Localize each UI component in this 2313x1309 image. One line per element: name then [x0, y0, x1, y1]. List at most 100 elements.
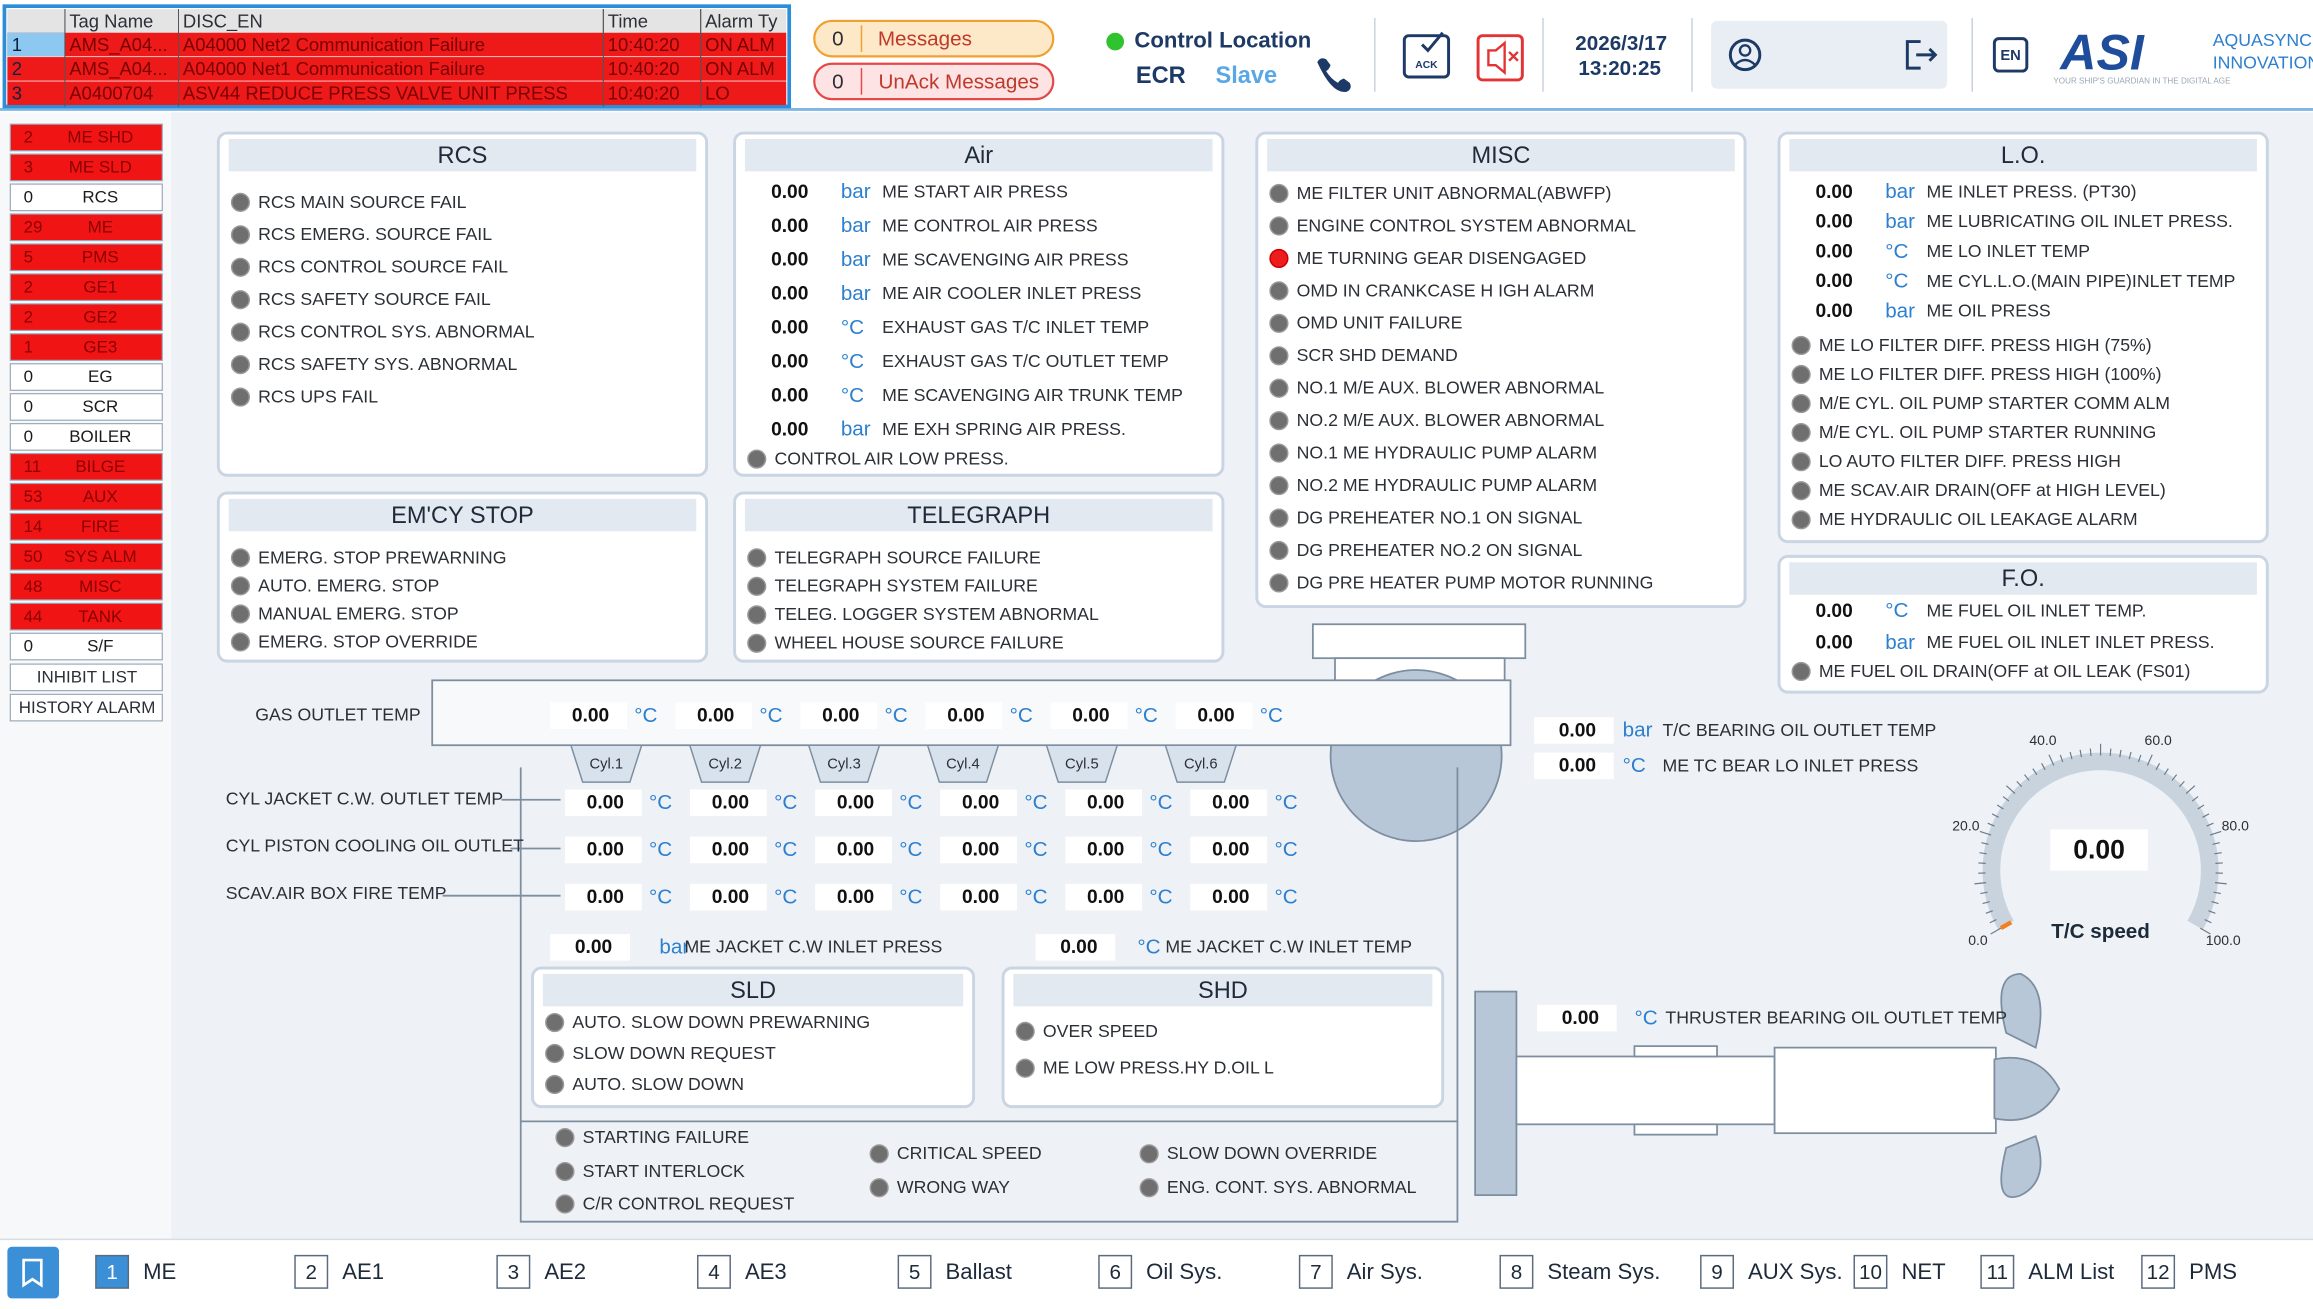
cylinder — [1164, 744, 1238, 783]
table-header-cell: Alarm Ty — [705, 10, 778, 31]
indicator-label: RCS EMERG. SOURCE FAIL — [258, 224, 492, 244]
gauge-minor-tick — [1987, 822, 1995, 827]
reading-label: ME CYL.L.O.(MAIN PIPE)INLET TEMP — [1927, 271, 2236, 291]
tab-number-box[interactable] — [1700, 1254, 1735, 1289]
tab-number-box[interactable] — [95, 1254, 130, 1289]
panel-title: F.O. — [2002, 566, 2045, 592]
footer-icon[interactable] — [7, 1246, 60, 1299]
group-count: 29 — [24, 218, 43, 237]
language-icon[interactable] — [1992, 37, 2029, 73]
alarm-group[interactable] — [9, 363, 163, 391]
panel-header — [1267, 138, 1735, 172]
alarm-group[interactable] — [9, 243, 163, 272]
value-box — [564, 883, 642, 911]
gauge-minor-tick — [2016, 780, 2023, 788]
value-box — [1793, 268, 1871, 295]
value: 0.00 — [962, 793, 999, 814]
alarm-group[interactable] — [9, 123, 163, 152]
alarm-group[interactable] — [9, 183, 163, 212]
alarm-group[interactable] — [9, 452, 163, 481]
alarm-group[interactable] — [9, 273, 163, 302]
unit: °C — [1135, 704, 1158, 727]
unit: °C — [1885, 599, 1908, 622]
gauge-minor-tick — [1980, 891, 1988, 895]
value: 0.00 — [771, 318, 808, 339]
gauge-minor-tick — [2197, 804, 2205, 810]
gauge-minor-tick — [2024, 774, 2030, 781]
alarm-group[interactable] — [9, 303, 163, 332]
reading-label: EXHAUST GAS T/C INLET TEMP — [882, 317, 1149, 337]
unit: bar — [841, 418, 871, 441]
status-lamp — [1139, 1178, 1159, 1198]
indicator-label: RCS SAFETY SOURCE FAIL — [258, 289, 491, 309]
unit: °C — [649, 838, 672, 861]
alarm-group[interactable] — [9, 423, 163, 451]
unit: °C — [899, 838, 922, 861]
message-pill[interactable] — [813, 19, 1055, 58]
ack-button[interactable] — [1402, 31, 1451, 79]
value-box — [749, 314, 827, 342]
tab-number-box[interactable] — [2141, 1254, 2176, 1289]
value: 0.00 — [771, 351, 808, 372]
tab-number-box[interactable] — [496, 1254, 531, 1289]
status-lamp — [1269, 248, 1289, 269]
logout-icon[interactable] — [1905, 40, 1938, 70]
sidebar-button[interactable] — [9, 693, 163, 722]
alarm-row[interactable] — [7, 81, 787, 106]
table-cell: A04000 Net2 Communication Failure — [183, 34, 485, 55]
phone-icon[interactable] — [1317, 58, 1351, 92]
table-cell: AMS_A04... — [69, 34, 167, 56]
unit: °C — [774, 885, 797, 908]
sidebar-button[interactable] — [9, 663, 163, 692]
user-box — [1711, 20, 1948, 89]
panel-header — [744, 138, 1213, 172]
alarm-group[interactable] — [9, 393, 163, 421]
user-icon[interactable] — [1728, 38, 1762, 72]
tab-label: Steam Sys. — [1547, 1259, 1660, 1284]
alarm-group[interactable] — [9, 632, 163, 661]
indicator-label: M/E CYL. OIL PUMP STARTER RUNNING — [1819, 422, 2156, 442]
tab-number-box[interactable] — [1499, 1254, 1534, 1289]
status-lamp — [555, 1161, 575, 1182]
alarm-group[interactable] — [9, 213, 163, 242]
alarm-group[interactable] — [9, 482, 163, 511]
unit: °C — [1275, 838, 1298, 861]
mute-button[interactable] — [1476, 34, 1524, 82]
alarm-group[interactable] — [9, 512, 163, 541]
panel-title: EM'CY STOP — [391, 503, 534, 529]
value: 0.00 — [962, 887, 999, 908]
tab-number-box[interactable] — [294, 1254, 329, 1289]
value: 0.00 — [1087, 887, 1124, 908]
value: 0.00 — [1815, 182, 1852, 203]
gauge-minor-tick — [1989, 919, 1997, 924]
alarm-group[interactable] — [9, 542, 163, 571]
tab-number-box[interactable] — [897, 1254, 932, 1289]
value-box — [1537, 1004, 1617, 1032]
tab-number-box[interactable] — [1853, 1254, 1888, 1289]
tab-number-box[interactable] — [696, 1254, 731, 1289]
alarm-group[interactable] — [9, 333, 163, 361]
alarm-row[interactable] — [7, 57, 787, 81]
status-lamp — [747, 605, 767, 625]
tab-number-box[interactable] — [1980, 1254, 2015, 1289]
group-name: FIRE — [81, 517, 120, 536]
value: 0.00 — [1072, 706, 1109, 727]
group-name: SYS ALM — [64, 547, 137, 566]
tab-number-box[interactable] — [1098, 1254, 1133, 1289]
panel-title: L.O. — [2001, 143, 2046, 169]
unit: bar — [1885, 210, 1915, 233]
alarm-group[interactable] — [9, 602, 163, 631]
unit: bar — [1885, 631, 1915, 654]
group-count: 14 — [24, 517, 43, 536]
message-pill[interactable] — [813, 62, 1055, 101]
value: 0.00 — [1212, 793, 1249, 814]
tab-number-box[interactable] — [1298, 1254, 1333, 1289]
alarm-group[interactable] — [9, 153, 163, 182]
panel-header — [1789, 562, 2257, 595]
gauge-minor-tick — [2185, 785, 2196, 795]
indicator-label: M/E CYL. OIL PUMP STARTER COMM ALM — [1819, 393, 2170, 413]
alarm-row[interactable] — [7, 32, 787, 57]
value: 0.00 — [1815, 601, 1852, 622]
alarm-group[interactable] — [9, 572, 163, 601]
table-header-cell: Tag Name — [69, 10, 153, 31]
